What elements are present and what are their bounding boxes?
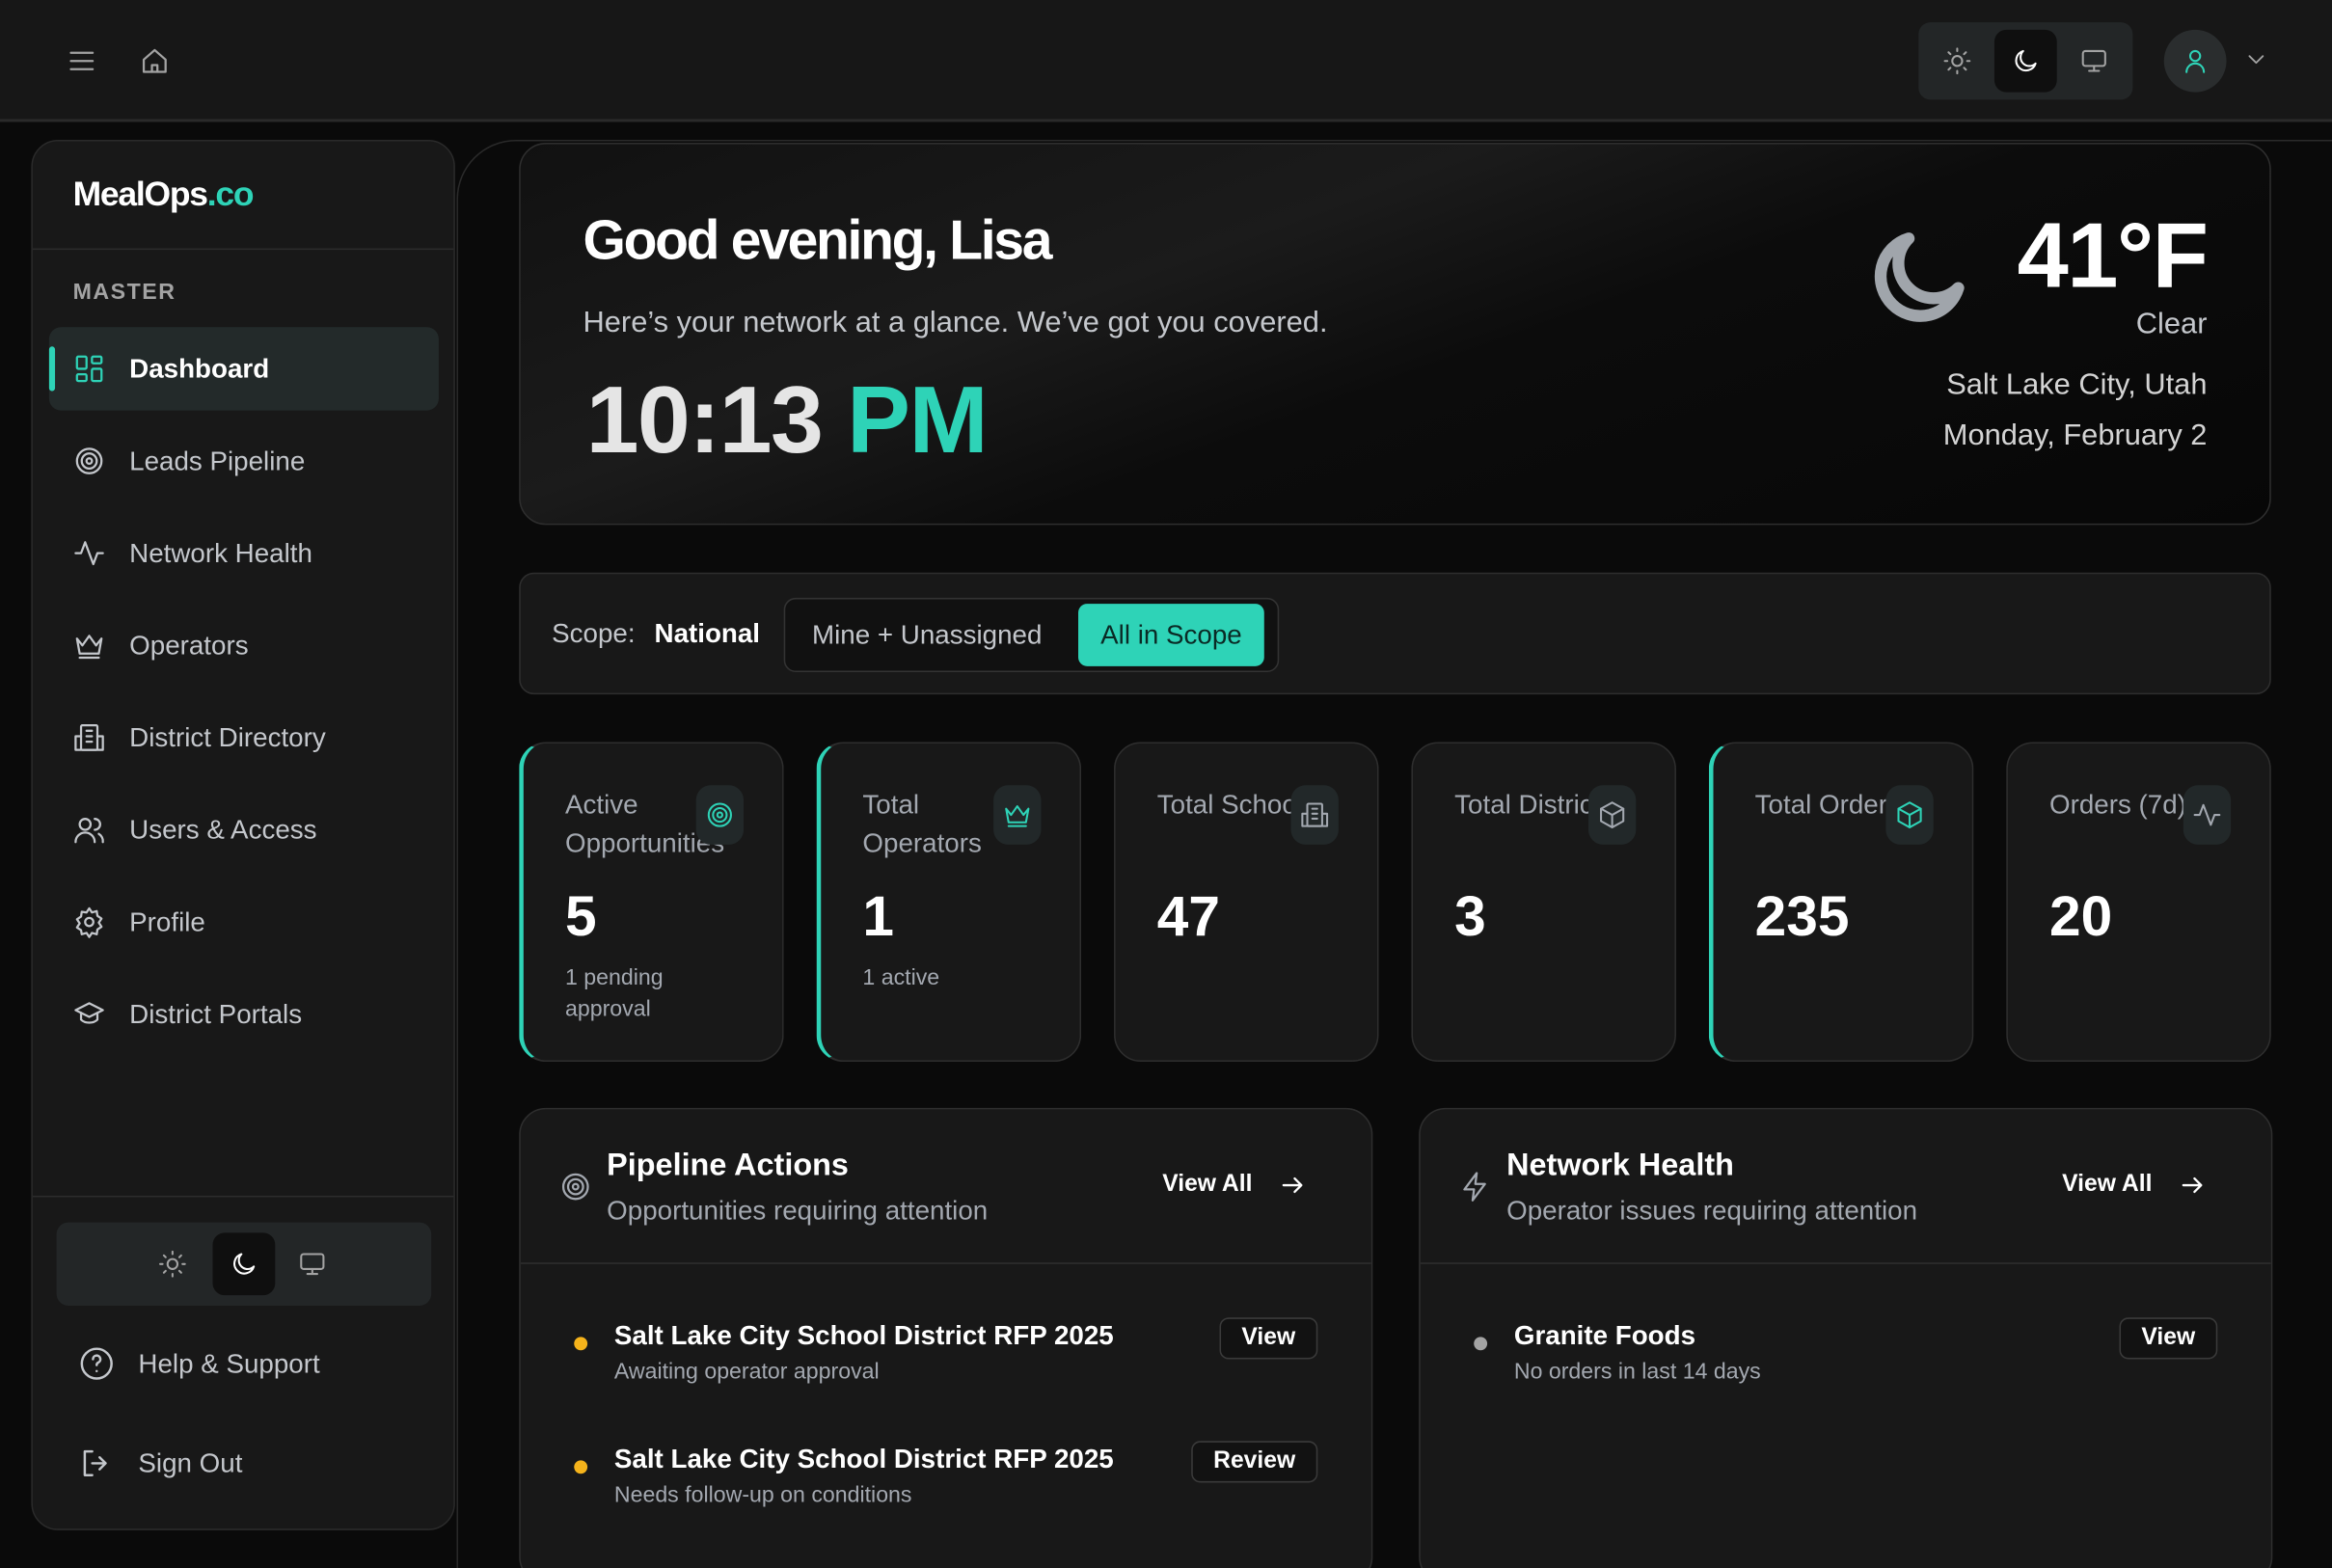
sun-icon[interactable] — [1926, 30, 1989, 93]
crown-icon — [75, 635, 103, 660]
scope-value: National — [654, 618, 761, 649]
panel-title: Pipeline Actions — [607, 1148, 849, 1182]
building-icon — [74, 724, 104, 751]
view-all-link[interactable]: View All — [1162, 1172, 1306, 1199]
chevron-down-icon[interactable] — [2242, 46, 2269, 73]
users-icon — [74, 818, 104, 844]
arrow-right-icon — [1282, 1176, 1303, 1194]
panel-title: Network Health — [1506, 1148, 1734, 1182]
sun-icon[interactable] — [141, 1232, 203, 1295]
sidebar-item-label: District Portals — [129, 998, 303, 1029]
home-icon[interactable] — [138, 44, 171, 77]
greeting-subtitle: Here’s your network at a glance. We’ve g… — [583, 306, 1328, 339]
activity-icon — [74, 541, 104, 566]
view-button[interactable]: View — [1219, 1317, 1318, 1360]
stat-card-total-orders[interactable]: Total Orders 235 — [1708, 742, 1974, 1063]
divider — [32, 1195, 454, 1198]
avatar[interactable] — [2163, 29, 2227, 93]
stat-card-active-opportunities[interactable]: Active Opportunities 5 1 pending approva… — [519, 742, 784, 1063]
log-out-icon — [83, 1449, 107, 1476]
top-bar — [0, 0, 2332, 122]
date: Monday, February 2 — [1942, 419, 2208, 452]
panel-header: Network Health Operator issues requiring… — [1420, 1109, 2271, 1264]
sidebar-item-operators[interactable]: Operators — [49, 604, 439, 687]
target-icon — [559, 1171, 592, 1203]
help-circle-icon — [80, 1347, 113, 1380]
hamburger-icon[interactable] — [66, 44, 98, 77]
scope-toggle: Mine + Unassigned All in Scope — [783, 597, 1280, 673]
network-health-panel: Network Health Operator issues requiring… — [1419, 1107, 2273, 1568]
target-icon — [75, 447, 103, 474]
status-dot — [574, 1337, 588, 1351]
box-icon — [1885, 785, 1934, 845]
clock: 10:13 PM — [585, 365, 989, 473]
stat-card-total-schools[interactable]: Total Schools 47 — [1114, 742, 1379, 1063]
theme-switcher — [1918, 22, 2133, 100]
monitor-icon[interactable] — [2063, 30, 2126, 93]
stat-card-total-districts[interactable]: Total Districts 3 — [1411, 742, 1676, 1063]
graduation-cap-icon — [74, 1002, 104, 1024]
sidebar-item-label: Operators — [129, 630, 249, 660]
status-dot — [574, 1460, 588, 1474]
sidebar-item-dashboard[interactable]: Dashboard — [48, 327, 439, 411]
monitor-icon[interactable] — [281, 1232, 343, 1295]
scope-label: Scope: — [552, 618, 636, 649]
sidebar-item-leads-pipeline[interactable]: Leads Pipeline — [49, 419, 439, 502]
scope-bar: Scope: National Mine + Unassigned All in… — [519, 572, 2271, 695]
review-button[interactable]: Review — [1191, 1441, 1318, 1483]
panel-subtitle: Opportunities requiring attention — [607, 1195, 989, 1226]
panel-header: Pipeline Actions Opportunities requiring… — [520, 1109, 1371, 1264]
sidebar-item-label: District Directory — [129, 721, 326, 752]
scope-option-all-in-scope[interactable]: All in Scope — [1078, 604, 1264, 666]
location: Salt Lake City, Utah — [1946, 368, 2208, 402]
sign-out-link[interactable]: Sign Out — [79, 1446, 242, 1481]
sidebar-item-label: Profile — [129, 906, 205, 936]
sidebar-item-network-health[interactable]: Network Health — [49, 511, 439, 594]
sidebar-item-label: Users & Access — [129, 814, 317, 845]
divider — [32, 248, 454, 251]
temperature: 41°F — [2017, 204, 2209, 309]
sidebar: MealOps.co MASTER Dashboard Leads Pipeli… — [31, 139, 455, 1530]
view-button[interactable]: View — [2119, 1317, 2218, 1360]
sidebar-item-label: Leads Pipeline — [129, 445, 306, 475]
pipeline-actions-panel: Pipeline Actions Opportunities requiring… — [519, 1107, 1373, 1568]
panel-subtitle: Operator issues requiring attention — [1506, 1195, 1918, 1226]
moon-icon — [1859, 219, 1978, 338]
moon-icon[interactable] — [212, 1232, 276, 1296]
theme-switcher — [56, 1222, 432, 1306]
sidebar-item-district-directory[interactable]: District Directory — [49, 696, 439, 779]
sidebar-item-district-portals[interactable]: District Portals — [49, 973, 439, 1056]
status-dot — [1474, 1337, 1488, 1351]
activity-icon — [2183, 785, 2232, 845]
stat-card-total-operators[interactable]: Total Operators 1 1 active — [816, 742, 1082, 1063]
weather-condition: Clear — [2135, 308, 2208, 341]
building-icon — [1290, 785, 1339, 845]
greeting-title: Good evening, Lisa — [583, 209, 1053, 271]
sidebar-item-profile[interactable]: Profile — [49, 880, 439, 963]
stat-card-orders-7d[interactable]: Orders (7d) 20 — [2006, 742, 2271, 1063]
scope-option-mine-unassigned[interactable]: Mine + Unassigned — [811, 620, 1043, 650]
box-icon — [1587, 785, 1637, 845]
gear-icon — [75, 906, 103, 938]
sidebar-item-label: Dashboard — [129, 353, 270, 384]
section-label: MASTER — [72, 279, 176, 306]
view-all-link[interactable]: View All — [2062, 1172, 2206, 1199]
brand-logo[interactable]: MealOps.co — [72, 174, 255, 213]
help-support-link[interactable]: Help & Support — [79, 1346, 320, 1382]
crown-icon — [993, 785, 1042, 845]
sidebar-item-label: Network Health — [129, 537, 312, 568]
layout-grid-icon — [75, 355, 103, 383]
sidebar-item-users-access[interactable]: Users & Access — [49, 788, 439, 871]
arrow-right-icon — [2182, 1176, 2203, 1194]
moon-icon[interactable] — [1993, 29, 2057, 93]
target-icon — [695, 785, 745, 845]
lightning-icon — [1459, 1171, 1492, 1203]
greeting-card: Good evening, Lisa Here’s your network a… — [519, 143, 2271, 526]
main-content-frame — [456, 139, 2332, 1568]
